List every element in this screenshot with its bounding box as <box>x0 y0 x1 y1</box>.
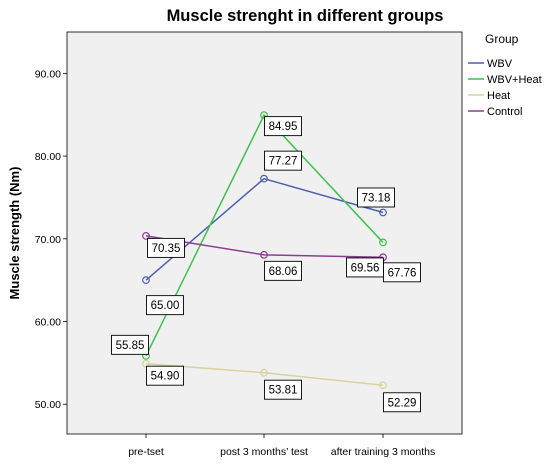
chart-title: Muscle strenght in different groups <box>167 7 444 25</box>
data-label: 84.95 <box>264 116 302 137</box>
data-label: 54.90 <box>146 365 184 386</box>
legend-item-label: Heat <box>487 90 510 102</box>
x-tick-label: post 3 months’ test <box>220 446 308 458</box>
y-tick-label: 70.00 <box>35 234 61 246</box>
data-label-box <box>383 392 421 413</box>
legend-item-label: WBV <box>487 58 513 70</box>
data-labels: 65.00 77.27 73.18 55.85 84.95 69.56 54.90 53.81… <box>111 116 421 413</box>
data-label-box <box>264 116 302 137</box>
data-label: 55.85 <box>111 334 149 355</box>
data-point <box>142 276 150 285</box>
data-point <box>260 368 268 377</box>
data-label-box <box>264 260 302 281</box>
series-line-wbv-heat <box>145 113 384 357</box>
data-label-text: 77.27 <box>269 156 298 168</box>
data-label-box <box>111 334 149 355</box>
data-point <box>260 174 268 183</box>
y-tick-label: 90.00 <box>35 68 61 80</box>
y-tick-label: 50.00 <box>35 399 61 411</box>
data-point <box>379 238 387 247</box>
data-label: 67.76 <box>383 262 421 283</box>
data-point <box>379 381 387 390</box>
y-axis-label: Muscle strength (Nm) <box>7 167 22 300</box>
x-axis: pre-tset post 3 months’ test after trainin… <box>128 434 435 458</box>
data-label: 65.00 <box>146 295 184 316</box>
data-label-text: 52.29 <box>388 397 417 409</box>
x-tick-label: pre-tset <box>128 446 164 458</box>
data-label-text: 53.81 <box>269 385 298 397</box>
data-label: 53.81 <box>264 379 302 400</box>
data-label: 77.27 <box>264 150 302 171</box>
data-point <box>379 208 387 217</box>
legend-item-label: Control <box>487 106 522 118</box>
data-label-text: 70.35 <box>152 243 181 255</box>
series-line-control <box>145 235 384 259</box>
data-point <box>260 111 268 120</box>
y-tick-label: 60.00 <box>35 317 61 329</box>
data-label-text: 55.85 <box>116 340 145 352</box>
data-label-text: 84.95 <box>269 121 298 133</box>
data-label-text: 67.76 <box>388 267 417 279</box>
data-label-box <box>357 187 395 208</box>
data-label-box <box>383 262 421 283</box>
data-label: 68.06 <box>264 260 302 281</box>
data-label-text: 68.06 <box>269 266 298 278</box>
data-label-box <box>146 295 184 316</box>
data-label: 73.18 <box>357 187 395 208</box>
data-label: 52.29 <box>383 392 421 413</box>
data-label-text: 69.56 <box>351 262 380 274</box>
legend-title: Group <box>485 32 519 46</box>
data-label-box <box>264 379 302 400</box>
data-label-text: 65.00 <box>151 300 180 312</box>
data-point <box>142 231 150 240</box>
data-label: 70.35 <box>147 237 185 258</box>
legend: Group WBV WBV+Heat Heat Control <box>468 32 542 118</box>
data-label-box <box>146 365 184 386</box>
y-tick-label: 80.00 <box>35 151 61 163</box>
x-tick-label: after training 3 months <box>331 446 435 458</box>
series-layer <box>142 111 387 390</box>
data-label-box <box>147 237 185 258</box>
series-line-wbv <box>145 177 384 281</box>
y-axis: 50.00 60.00 70.00 80.00 90.00 <box>35 68 67 411</box>
plot-area <box>66 31 463 435</box>
data-point <box>260 250 268 259</box>
data-label-text: 73.18 <box>362 192 391 204</box>
data-point <box>142 359 150 368</box>
data-label-box <box>264 150 302 171</box>
series-line-heat <box>145 362 384 387</box>
legend-item-label: WBV+Heat <box>487 74 542 86</box>
data-label: 69.56 <box>346 257 384 278</box>
data-label-text: 54.90 <box>151 371 180 383</box>
